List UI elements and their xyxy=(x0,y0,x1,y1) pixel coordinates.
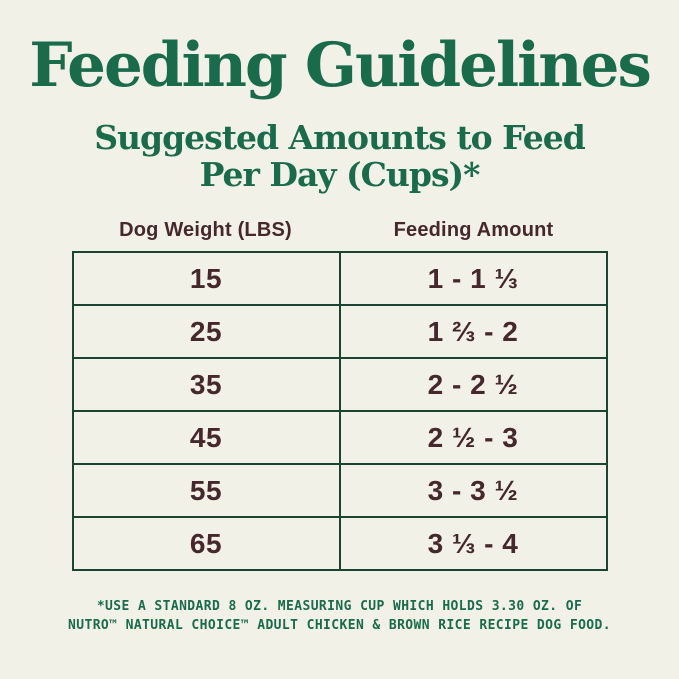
table-row: 55 3 - 3 ½ xyxy=(73,463,606,517)
feeding-table: 15 1 - 1 ⅓ 25 1 ⅔ - 2 35 2 - 2 ½ 45 2 ½ … xyxy=(71,251,608,572)
cell-feeding-amount: 3 - 3 ½ xyxy=(427,474,519,506)
table-row: 35 2 - 2 ½ xyxy=(73,357,606,411)
cell-dog-weight: 45 xyxy=(74,412,341,464)
table-row: 25 1 ⅔ - 2 xyxy=(73,304,606,358)
cell-dog-weight: 25 xyxy=(74,306,341,358)
subtitle-line-2: Per Day (Cups)* xyxy=(199,154,481,194)
table-row: 65 3 ⅓ - 4 xyxy=(73,516,606,570)
footnote: *USE A STANDARD 8 OZ. MEASURING CUP WHIC… xyxy=(40,598,640,636)
footnote-line-1: *USE A STANDARD 8 OZ. MEASURING CUP WHIC… xyxy=(96,599,583,615)
cell-feeding-amount: 2 ½ - 3 xyxy=(427,421,519,453)
table-row: 15 1 - 1 ⅓ xyxy=(74,253,606,305)
table-row: 45 2 ½ - 3 xyxy=(73,410,606,464)
cell-feeding-amount: 3 ⅓ - 4 xyxy=(427,527,519,559)
column-header-feeding-amount: Feeding Amount xyxy=(393,219,554,242)
cell-dog-weight: 55 xyxy=(74,465,341,517)
cell-dog-weight: 65 xyxy=(74,518,341,570)
cell-feeding-amount: 2 - 2 ½ xyxy=(427,368,519,400)
subtitle-line-1: Suggested Amounts to Feed xyxy=(94,117,586,157)
cell-feeding-amount: 1 ⅔ - 2 xyxy=(427,315,519,347)
page-title: Feeding Guidelines xyxy=(29,30,652,101)
table-column-headers: Dog Weight (LBS) Feeding Amount xyxy=(72,219,608,242)
cell-feeding-amount: 1 - 1 ⅓ xyxy=(427,262,519,294)
page-subtitle: Suggested Amounts to Feed Per Day (Cups)… xyxy=(80,119,600,194)
cell-dog-weight: 15 xyxy=(74,253,341,305)
column-header-dog-weight: Dog Weight (LBS) xyxy=(119,219,292,242)
cell-dog-weight: 35 xyxy=(74,359,341,411)
footnote-line-2: NUTRO™ NATURAL CHOICE™ ADULT CHICKEN & B… xyxy=(68,618,611,634)
